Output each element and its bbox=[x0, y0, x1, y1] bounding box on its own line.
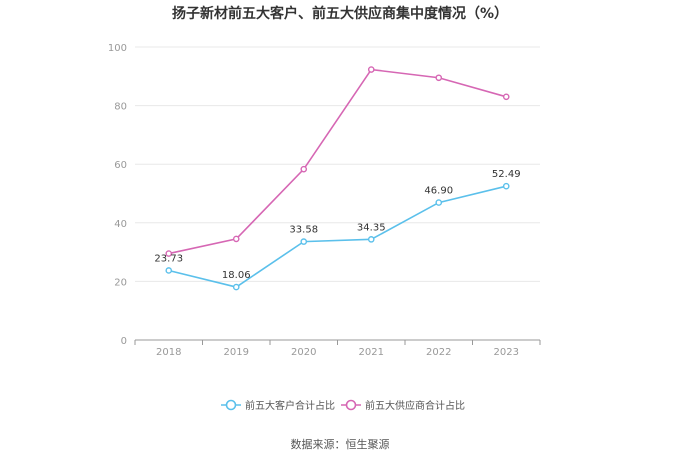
customer-point-2018 bbox=[165, 267, 173, 274]
legend-marker-customers bbox=[225, 399, 237, 411]
customer-point-2022 bbox=[435, 199, 443, 206]
supplier-point-2019 bbox=[232, 235, 240, 243]
data-label-2020: 33.58 bbox=[289, 225, 318, 236]
series-line-customers bbox=[168, 185, 507, 288]
chart-title: 扬子新材前五大客户、前五大供应商集中度情况（%） bbox=[171, 6, 509, 22]
customer-point-2023 bbox=[502, 182, 510, 190]
supplier-point-2021 bbox=[367, 66, 375, 73]
y-tick-label: 60 bbox=[114, 160, 127, 171]
y-tick-label: 80 bbox=[114, 102, 127, 113]
customer-point-2021 bbox=[367, 236, 375, 243]
data-label-2021: 34.35 bbox=[357, 222, 386, 233]
supplier-point-2018 bbox=[165, 250, 173, 257]
series-line-suppliers bbox=[168, 68, 507, 255]
data-source: 数据来源：恒生聚源 bbox=[290, 438, 390, 451]
y-tick-label: 20 bbox=[114, 277, 127, 288]
x-tick-label: 2022 bbox=[426, 347, 451, 358]
data-label-2022: 46.90 bbox=[424, 186, 453, 197]
customer-point-2020 bbox=[300, 238, 308, 245]
data-label-2023: 52.49 bbox=[492, 169, 521, 180]
x-tick-label: 2019 bbox=[224, 347, 249, 358]
y-tick-label: 0 bbox=[121, 336, 127, 347]
data-labels: 23.73 18.06 33.58 34.35 46.90 52.49 bbox=[154, 169, 520, 281]
legend-label-customers: 前五大客户合计占比 bbox=[245, 399, 335, 412]
line-chart: 0 20 40 60 80 100 2018 2019 2020 2021 2022 2023 23.… bbox=[108, 43, 541, 412]
grid-lines bbox=[135, 46, 540, 282]
supplier-point-2022 bbox=[435, 74, 443, 82]
y-tick-label: 40 bbox=[114, 219, 127, 230]
legend-label-suppliers: 前五大供应商合计占比 bbox=[365, 399, 465, 412]
supplier-point-2020 bbox=[300, 165, 308, 173]
x-tick-label: 2021 bbox=[359, 347, 384, 358]
data-label-2019: 18.06 bbox=[222, 270, 251, 281]
x-tick-label: 2018 bbox=[156, 347, 181, 358]
supplier-point-2023 bbox=[502, 93, 510, 101]
legend-marker-suppliers bbox=[345, 399, 357, 411]
x-tick-label: 2023 bbox=[494, 347, 519, 358]
x-tick-label: 2020 bbox=[291, 347, 316, 358]
y-tick-label: 100 bbox=[108, 43, 127, 54]
customer-point-2019 bbox=[232, 283, 240, 291]
legend: 前五大客户合计占比 前五大供应商合计占比 bbox=[221, 399, 465, 412]
axes: 0 20 40 60 80 100 2018 2019 2020 2021 2022 2023 bbox=[108, 43, 541, 358]
series bbox=[165, 66, 510, 291]
data-label-2018: 23.73 bbox=[154, 253, 183, 264]
